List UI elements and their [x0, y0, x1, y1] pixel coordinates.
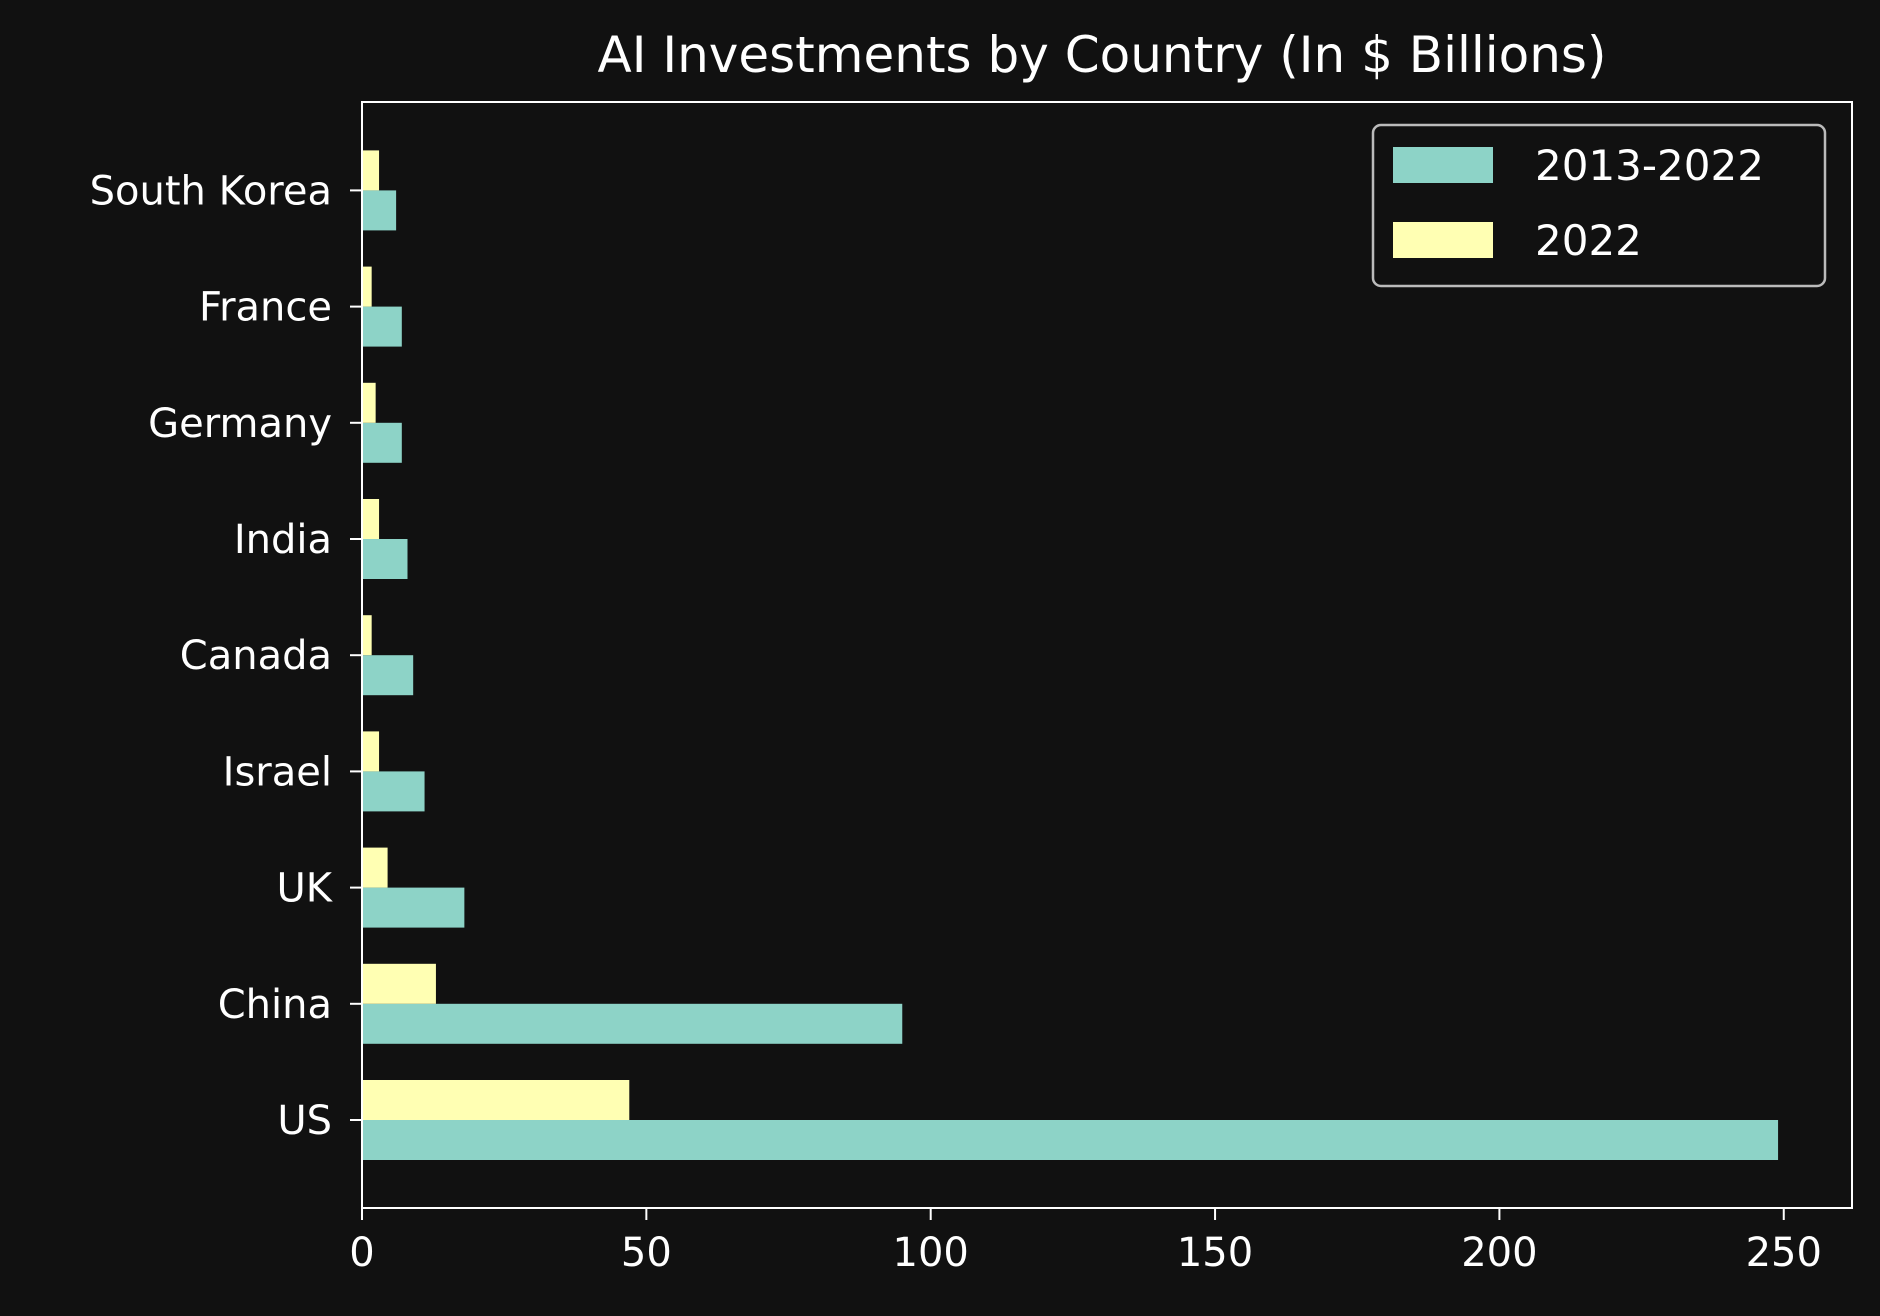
bar-india-2022 [362, 499, 380, 539]
bar-south-korea-2013-2022 [362, 190, 397, 231]
bar-uk-2013-2022 [362, 887, 465, 928]
y-tick-label-canada: Canada [180, 633, 332, 679]
bar-france-2022 [362, 266, 372, 307]
bar-israel-2013-2022 [362, 771, 425, 812]
x-tick-label-100: 100 [893, 1230, 969, 1276]
x-tick-label-200: 200 [1461, 1230, 1537, 1276]
bar-france-2013-2022 [362, 306, 402, 347]
x-axis: 0 50 100 150 200 250 [349, 1208, 1822, 1276]
x-tick-label-250: 250 [1746, 1230, 1822, 1276]
bar-china-2022 [362, 963, 436, 1004]
bar-germany-2022 [362, 382, 376, 423]
y-tick-label-china: China [218, 982, 332, 1028]
bar-us-2022 [362, 1080, 630, 1120]
chart-title: AI Investments by Country (In $ Billions… [598, 26, 1607, 84]
bar-china-2013-2022 [362, 1003, 903, 1044]
bar-uk-2022 [362, 847, 388, 888]
legend-swatch-2013-2022 [1393, 147, 1493, 183]
x-tick-label-150: 150 [1177, 1230, 1253, 1276]
bar-israel-2022 [362, 731, 380, 772]
y-tick-label-uk: UK [276, 866, 333, 912]
legend-swatch-2022 [1393, 222, 1493, 258]
y-tick-label-israel: Israel [223, 749, 332, 795]
bar-canada-2013-2022 [362, 655, 414, 696]
y-tick-label-germany: Germany [148, 401, 332, 447]
x-tick-label-50: 50 [621, 1230, 672, 1276]
y-tick-label-france: France [199, 285, 332, 331]
bar-germany-2013-2022 [362, 422, 402, 463]
y-tick-label-us: US [277, 1098, 332, 1144]
legend-label-2013-2022: 2013-2022 [1535, 141, 1764, 190]
legend-label-2022: 2022 [1535, 216, 1642, 265]
bar-india-2013-2022 [362, 539, 408, 579]
legend: 2013-2022 2022 [1371, 123, 1827, 288]
x-tick-label-0: 0 [349, 1230, 374, 1276]
y-tick-label-india: India [234, 517, 332, 563]
y-axis: US China UK Israel Canada India Germany France S… [90, 168, 362, 1144]
bar-canada-2022 [362, 615, 372, 656]
y-tick-label-south-korea: South Korea [90, 168, 332, 214]
bar-south-korea-2022 [362, 150, 380, 191]
bar-us-2013-2022 [362, 1120, 1779, 1160]
bars-group [362, 150, 1779, 1160]
